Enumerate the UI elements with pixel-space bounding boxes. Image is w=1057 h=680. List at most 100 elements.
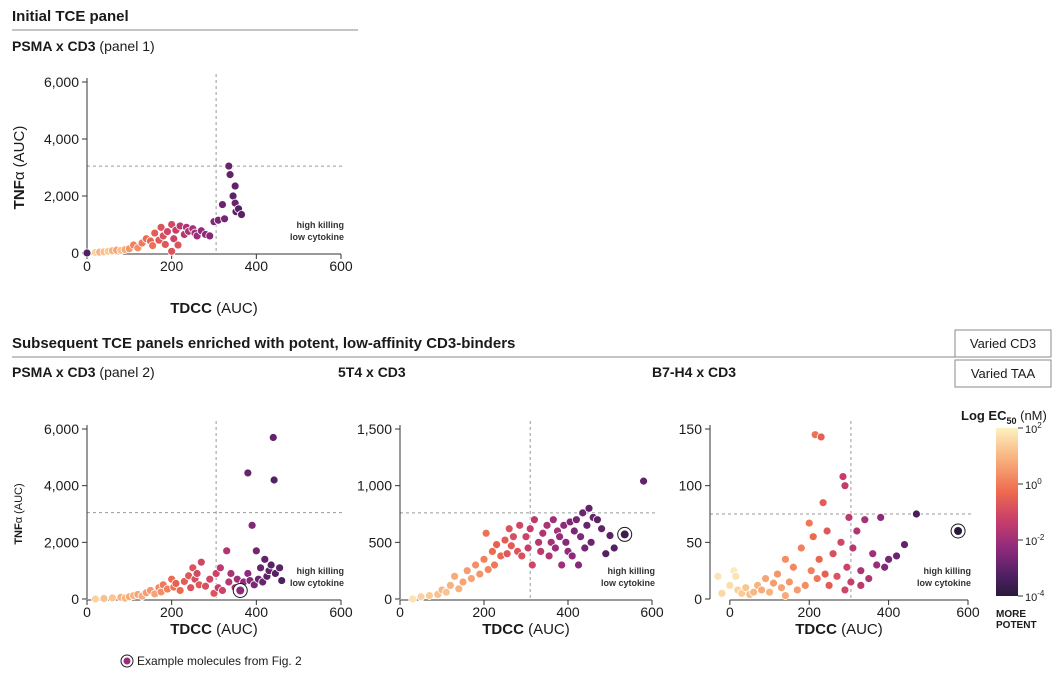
x-tick-label: 0	[396, 604, 404, 620]
data-point	[416, 592, 426, 602]
scatter-chart-2: PSMA x CD3 (panel 2) 0 2,000 4,000 6,000 0 200…	[12, 364, 353, 638]
data-point	[247, 520, 257, 530]
data-point	[163, 227, 172, 237]
x-axis-label: TDCC (AUC)	[795, 621, 883, 638]
data-points	[408, 476, 648, 604]
data-point	[818, 498, 828, 508]
data-point	[260, 554, 270, 564]
y-tick-label: 6,000	[44, 74, 79, 90]
data-point	[205, 574, 215, 584]
data-point	[868, 549, 878, 559]
legend-title: Log EC50 (nM)	[961, 408, 1047, 426]
data-point	[502, 549, 512, 559]
data-point	[800, 581, 810, 590]
x-axis-label-normal: (AUC)	[524, 621, 570, 638]
x-tick-label: 600	[640, 604, 664, 620]
x-axis-label: TDCC (AUC)	[170, 300, 258, 317]
data-point	[578, 508, 588, 518]
data-point	[171, 579, 181, 588]
data-point	[892, 551, 901, 561]
y-tick-label: 1,000	[357, 478, 392, 494]
colorbar-tick-exponent: 0	[1037, 477, 1042, 486]
data-point	[749, 587, 759, 597]
tag-label: Varied TAA	[971, 366, 1036, 381]
data-point	[912, 509, 921, 519]
x-axis-label-bold: TDCC	[482, 621, 524, 638]
data-point	[167, 246, 177, 256]
y-tick-label: 1,500	[357, 421, 392, 437]
section-title-initial: Initial TCE panel	[12, 8, 129, 25]
data-point	[441, 587, 451, 597]
data-point	[450, 571, 460, 581]
data-point	[816, 432, 826, 442]
data-point	[196, 557, 206, 567]
chart-title-bold: PSMA x CD3	[12, 38, 96, 54]
annotation-high-killing: high killing	[297, 220, 345, 230]
data-point	[99, 594, 109, 603]
tag-varied-cd3: Varied CD3	[954, 329, 1052, 358]
data-point	[515, 520, 525, 530]
y-tick-label: 100	[679, 478, 703, 494]
annotation-low-cytokine: low cytokine	[290, 232, 344, 242]
colorbar	[996, 428, 1018, 596]
data-point	[277, 576, 287, 585]
data-point	[226, 569, 236, 578]
data-point	[192, 569, 202, 578]
data-point	[576, 532, 585, 542]
data-point	[820, 569, 830, 579]
annotation-high-killing: high killing	[924, 566, 972, 576]
x-tick-label: 400	[877, 604, 901, 620]
colorbar-tick-exponent: 2	[1037, 421, 1042, 430]
data-point	[525, 524, 535, 534]
more-potent-label-1: MORE	[996, 609, 1026, 620]
data-point	[741, 583, 751, 593]
data-point	[479, 554, 489, 564]
chart-title-bold: PSMA x CD3	[12, 364, 96, 380]
data-point	[150, 228, 160, 238]
x-axis-label-bold: TDCC	[170, 621, 212, 638]
data-point	[108, 593, 117, 603]
y-tick-label: 150	[679, 421, 703, 437]
data-point	[777, 583, 786, 593]
data-point	[462, 566, 472, 576]
data-point	[609, 543, 619, 553]
data-point	[445, 581, 455, 590]
tag-box	[954, 329, 1052, 358]
data-point	[880, 562, 890, 572]
data-point	[856, 581, 866, 590]
x-tick-label: 600	[329, 604, 353, 620]
colorbar-tick-label: 100	[1025, 477, 1042, 492]
data-point	[500, 535, 510, 545]
data-point	[842, 562, 852, 572]
colorbar-tick-base: 10	[1025, 536, 1037, 548]
colorbar-tick-label: 102	[1025, 421, 1042, 436]
x-axis-label-normal: (AUC)	[837, 621, 883, 638]
data-point	[269, 475, 279, 485]
data-point	[757, 585, 766, 595]
data-point	[769, 578, 778, 588]
data-point	[523, 543, 533, 553]
colorbar-tick-label: 10-2	[1025, 533, 1045, 548]
data-point	[530, 515, 539, 525]
x-tick-label: 0	[83, 604, 91, 620]
y-axis-label: TNFα (AUC)	[13, 483, 25, 544]
data-point	[725, 581, 735, 590]
data-point	[243, 468, 253, 478]
data-point	[555, 532, 564, 542]
highlight-point	[620, 530, 629, 539]
data-point	[788, 562, 798, 572]
data-point	[148, 241, 158, 250]
y-axis-label-bold: TNF	[11, 180, 28, 209]
data-point	[812, 574, 822, 583]
data-point	[466, 574, 476, 583]
data-point	[584, 503, 594, 513]
data-point	[900, 540, 909, 549]
data-point	[483, 565, 493, 574]
data-point	[527, 560, 537, 570]
scatter-chart-3: 5T4 x CD3 0 500 1,000 1,500 0 200 400 600 TDCC (A…	[338, 364, 664, 638]
data-point	[458, 577, 468, 587]
data-point	[266, 560, 276, 570]
colorbar-tick-base: 10	[1025, 592, 1037, 604]
y-tick-label: 0	[71, 591, 79, 607]
